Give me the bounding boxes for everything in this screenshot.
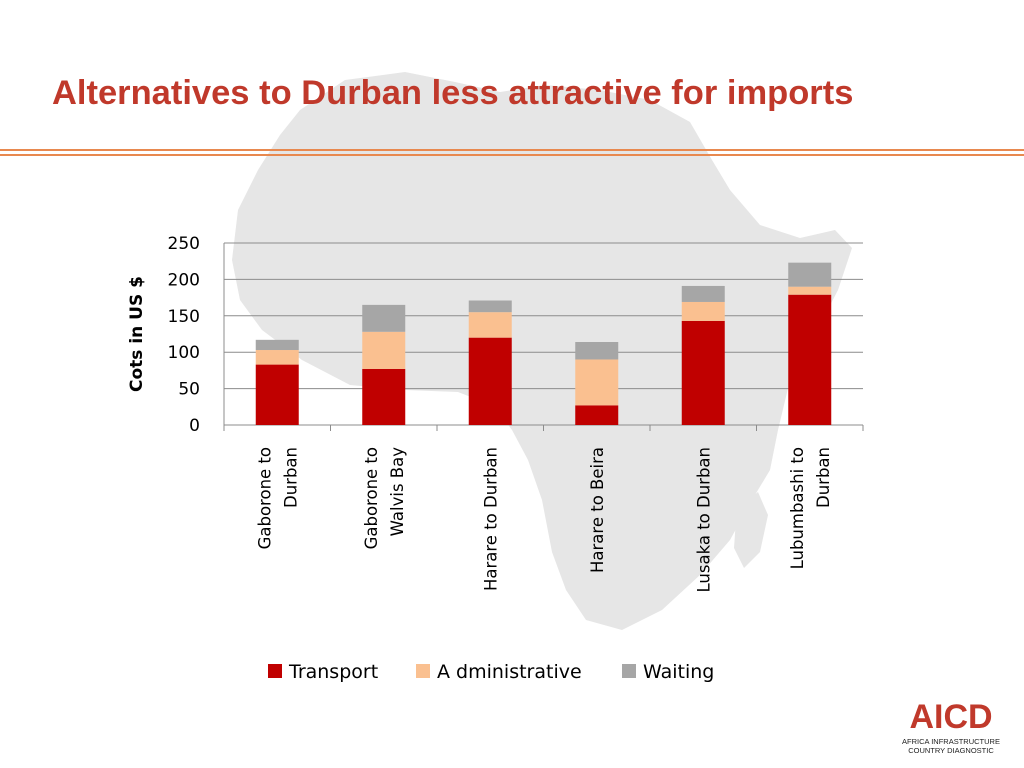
bars — [255, 262, 832, 425]
title-divider-top — [0, 149, 1024, 151]
x-category-label: Lubumbashi to — [788, 447, 807, 569]
bar-segment-administrative — [681, 301, 725, 321]
y-tick-label: 50 — [178, 380, 200, 400]
legend-label: A dministrative — [437, 661, 582, 683]
bar-segment-waiting — [362, 304, 406, 332]
x-category-label: Harare to Durban — [481, 447, 500, 591]
bar-segment-administrative — [362, 331, 406, 369]
bar-segment-transport — [255, 364, 299, 425]
bar-segment-waiting — [788, 262, 832, 287]
title-divider-bottom — [0, 154, 1024, 156]
y-tick-label: 250 — [168, 234, 200, 254]
bar-segment-waiting — [255, 339, 299, 351]
bar-segment-transport — [788, 294, 832, 425]
bar-segment-waiting — [681, 285, 725, 302]
y-tick-labels: 0 50 100 150 200 250 — [168, 234, 200, 436]
bar-segment-transport — [575, 405, 619, 425]
y-axis-label: Cots in US $ — [127, 276, 147, 392]
logo-subtitle-line-2: COUNTRY DIAGNOSTIC — [908, 746, 994, 755]
bar-segment-administrative — [788, 286, 832, 295]
x-category-label: Durban — [814, 447, 833, 508]
x-category-labels: Gaborone to Durban Gaborone to Walvis Bay Ha… — [255, 447, 833, 593]
legend-label: Waiting — [643, 661, 714, 683]
x-category-label: Durban — [281, 447, 300, 508]
bar-segment-transport — [681, 320, 725, 425]
logo-brand: AICD — [909, 698, 993, 736]
x-category-label: Harare to Beira — [588, 447, 607, 573]
bar-segment-administrative — [255, 350, 299, 365]
bar-segment-waiting — [468, 300, 512, 313]
aicd-logo: AICD AFRICA INFRASTRUCTURE COUNTRY DIAGN… — [892, 700, 1010, 760]
legend-swatch — [622, 664, 636, 678]
legend-swatch — [268, 664, 282, 678]
y-tick-label: 200 — [168, 270, 200, 290]
x-category-label: Walvis Bay — [388, 447, 407, 537]
legend: Transport A dministrative Waiting — [268, 661, 714, 683]
x-category-label: Lusaka to Durban — [694, 447, 713, 593]
bar-segment-waiting — [575, 342, 619, 360]
bar-segment-administrative — [575, 359, 619, 406]
y-tick-label: 0 — [189, 416, 200, 436]
x-category-label: Gaborone to — [255, 447, 274, 549]
bar-segment-transport — [468, 337, 512, 425]
axes — [223, 243, 864, 431]
y-tick-label: 100 — [168, 343, 200, 363]
y-tick-label: 150 — [168, 307, 200, 327]
x-category-label: Gaborone to — [362, 447, 381, 549]
legend-swatch — [416, 664, 430, 678]
legend-label: Transport — [288, 661, 378, 683]
bar-segment-transport — [362, 368, 406, 425]
gridlines — [224, 242, 863, 390]
slide-title: Alternatives to Durban less attractive f… — [52, 74, 854, 112]
bar-segment-administrative — [468, 312, 512, 338]
logo-subtitle-line-1: AFRICA INFRASTRUCTURE — [902, 737, 1000, 746]
